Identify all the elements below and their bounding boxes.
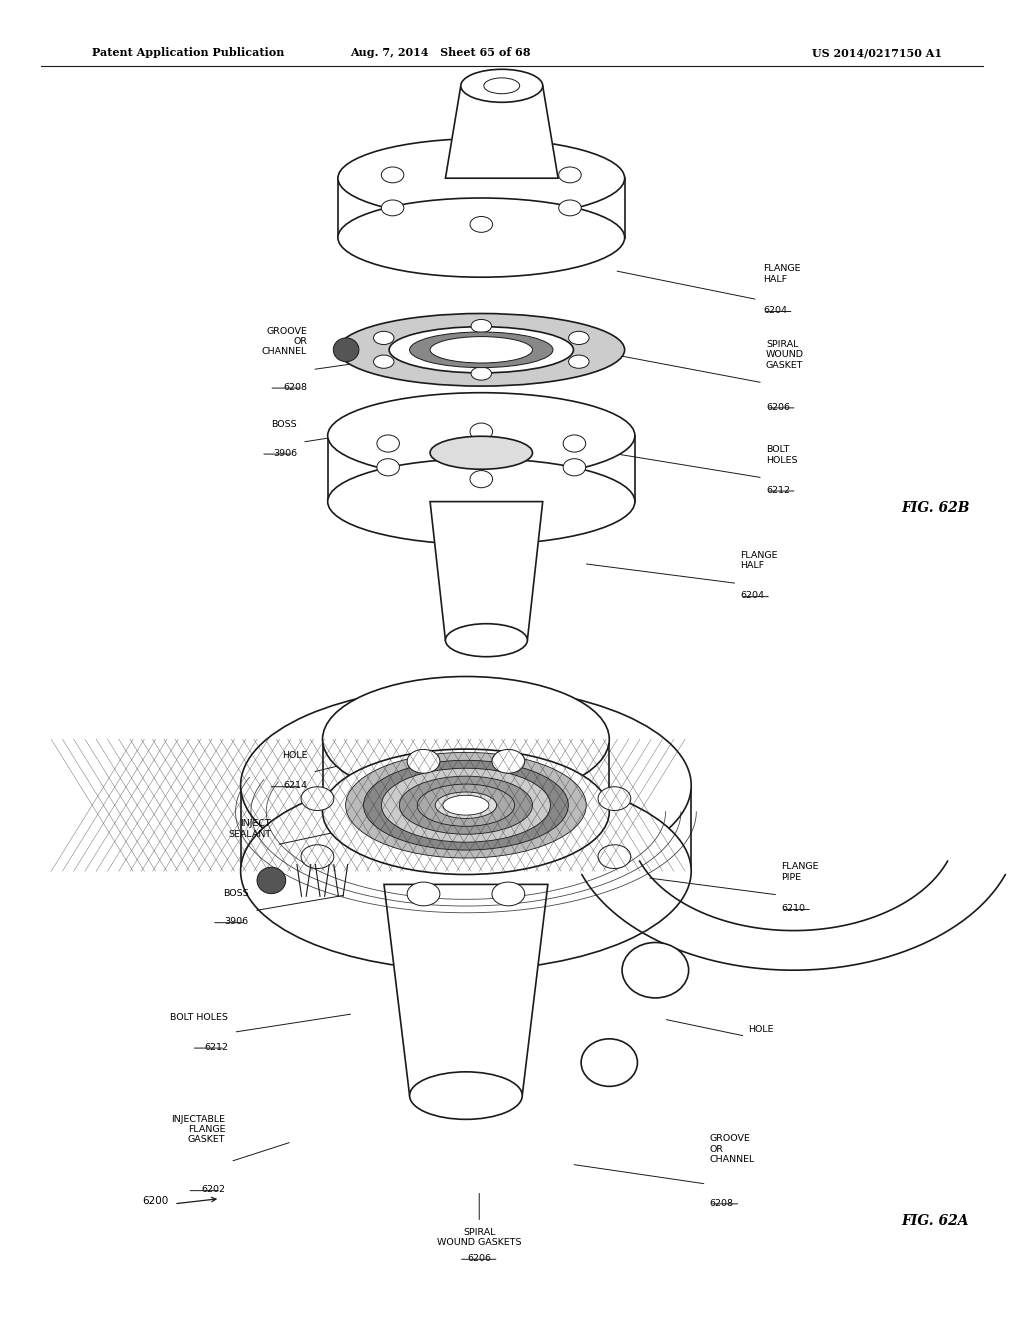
Ellipse shape — [241, 686, 691, 884]
Ellipse shape — [418, 784, 515, 826]
Ellipse shape — [346, 752, 586, 858]
Ellipse shape — [563, 434, 586, 451]
Polygon shape — [445, 86, 558, 178]
Ellipse shape — [492, 882, 524, 906]
Text: FLANGE
PIPE: FLANGE PIPE — [781, 862, 819, 882]
Ellipse shape — [410, 1072, 522, 1119]
Ellipse shape — [470, 470, 493, 488]
Text: SPIRAL
WOUND GASKETS: SPIRAL WOUND GASKETS — [437, 1228, 521, 1247]
Ellipse shape — [435, 792, 497, 818]
Ellipse shape — [338, 139, 625, 218]
Text: 6210: 6210 — [781, 904, 805, 913]
Text: FIG. 62B: FIG. 62B — [901, 502, 970, 515]
Ellipse shape — [461, 69, 543, 103]
Ellipse shape — [374, 355, 394, 368]
Ellipse shape — [598, 845, 631, 869]
Text: BOLT
HOLES: BOLT HOLES — [766, 445, 798, 465]
Text: GROOVE
OR
CHANNEL: GROOVE OR CHANNEL — [710, 1134, 755, 1164]
Text: 6204: 6204 — [740, 591, 764, 601]
Ellipse shape — [430, 436, 532, 470]
Ellipse shape — [328, 393, 635, 479]
Ellipse shape — [568, 355, 589, 368]
Text: FIG. 62A: FIG. 62A — [901, 1214, 969, 1228]
Polygon shape — [328, 436, 635, 502]
Ellipse shape — [471, 367, 492, 380]
Text: 6200: 6200 — [142, 1196, 169, 1206]
Ellipse shape — [623, 942, 688, 998]
Ellipse shape — [328, 459, 635, 544]
Ellipse shape — [389, 326, 573, 374]
Polygon shape — [241, 785, 691, 871]
Ellipse shape — [374, 331, 394, 345]
Polygon shape — [430, 502, 543, 640]
Text: 6208: 6208 — [710, 1199, 733, 1208]
Ellipse shape — [445, 623, 527, 656]
Ellipse shape — [408, 750, 440, 774]
Text: HOLE: HOLE — [749, 1026, 774, 1034]
Polygon shape — [323, 739, 609, 812]
Text: 6212: 6212 — [205, 1043, 228, 1052]
Text: 6204: 6204 — [763, 306, 786, 315]
Text: INJECTABLE
FLANGE
GASKET: INJECTABLE FLANGE GASKET — [171, 1114, 225, 1144]
Text: BOSS: BOSS — [271, 420, 297, 429]
Ellipse shape — [381, 199, 403, 215]
Ellipse shape — [364, 760, 568, 850]
Ellipse shape — [333, 338, 359, 362]
Ellipse shape — [471, 319, 492, 333]
Ellipse shape — [323, 676, 609, 803]
Ellipse shape — [323, 750, 609, 874]
Text: Aug. 7, 2014   Sheet 65 of 68: Aug. 7, 2014 Sheet 65 of 68 — [350, 48, 530, 58]
Text: 6206: 6206 — [766, 403, 790, 412]
Text: 6206: 6206 — [467, 1254, 492, 1263]
Text: Patent Application Publication: Patent Application Publication — [92, 48, 285, 58]
Text: 3906: 3906 — [272, 449, 297, 458]
Ellipse shape — [598, 787, 631, 810]
Text: GROOVE
OR
CHANNEL: GROOVE OR CHANNEL — [262, 326, 307, 356]
Text: 6212: 6212 — [766, 486, 790, 495]
Ellipse shape — [399, 776, 532, 834]
Ellipse shape — [470, 216, 493, 232]
Ellipse shape — [338, 198, 625, 277]
Ellipse shape — [377, 434, 399, 451]
Ellipse shape — [338, 314, 625, 385]
Ellipse shape — [581, 1039, 637, 1086]
Text: INJECT
SEALANT: INJECT SEALANT — [228, 820, 271, 838]
Text: BOLT HOLES: BOLT HOLES — [170, 1012, 228, 1022]
Text: BOSS: BOSS — [223, 888, 249, 898]
Ellipse shape — [442, 795, 489, 814]
Ellipse shape — [559, 168, 582, 183]
Ellipse shape — [430, 337, 532, 363]
Text: 3906: 3906 — [224, 917, 249, 927]
Ellipse shape — [410, 333, 553, 368]
Text: 6202: 6202 — [202, 1185, 225, 1195]
Ellipse shape — [301, 845, 334, 869]
Ellipse shape — [470, 422, 493, 441]
Ellipse shape — [301, 787, 334, 810]
Text: US 2014/0217150 A1: US 2014/0217150 A1 — [812, 48, 942, 58]
Ellipse shape — [563, 458, 586, 477]
Ellipse shape — [257, 867, 286, 894]
Text: HOLE: HOLE — [282, 751, 307, 760]
Ellipse shape — [381, 168, 403, 183]
Ellipse shape — [483, 78, 519, 94]
Ellipse shape — [381, 768, 551, 842]
Ellipse shape — [492, 750, 524, 774]
Ellipse shape — [241, 772, 691, 970]
Text: 6214: 6214 — [284, 781, 307, 791]
Polygon shape — [384, 884, 548, 1096]
Text: 6208: 6208 — [284, 383, 307, 392]
Ellipse shape — [470, 150, 493, 166]
Ellipse shape — [568, 331, 589, 345]
Text: SPIRAL
WOUND
GASKET: SPIRAL WOUND GASKET — [766, 339, 804, 370]
Ellipse shape — [377, 458, 399, 477]
Text: FLANGE
HALF: FLANGE HALF — [763, 264, 801, 284]
Text: FLANGE
HALF: FLANGE HALF — [740, 550, 778, 570]
Ellipse shape — [408, 882, 440, 906]
Ellipse shape — [559, 199, 582, 215]
Polygon shape — [338, 178, 625, 238]
